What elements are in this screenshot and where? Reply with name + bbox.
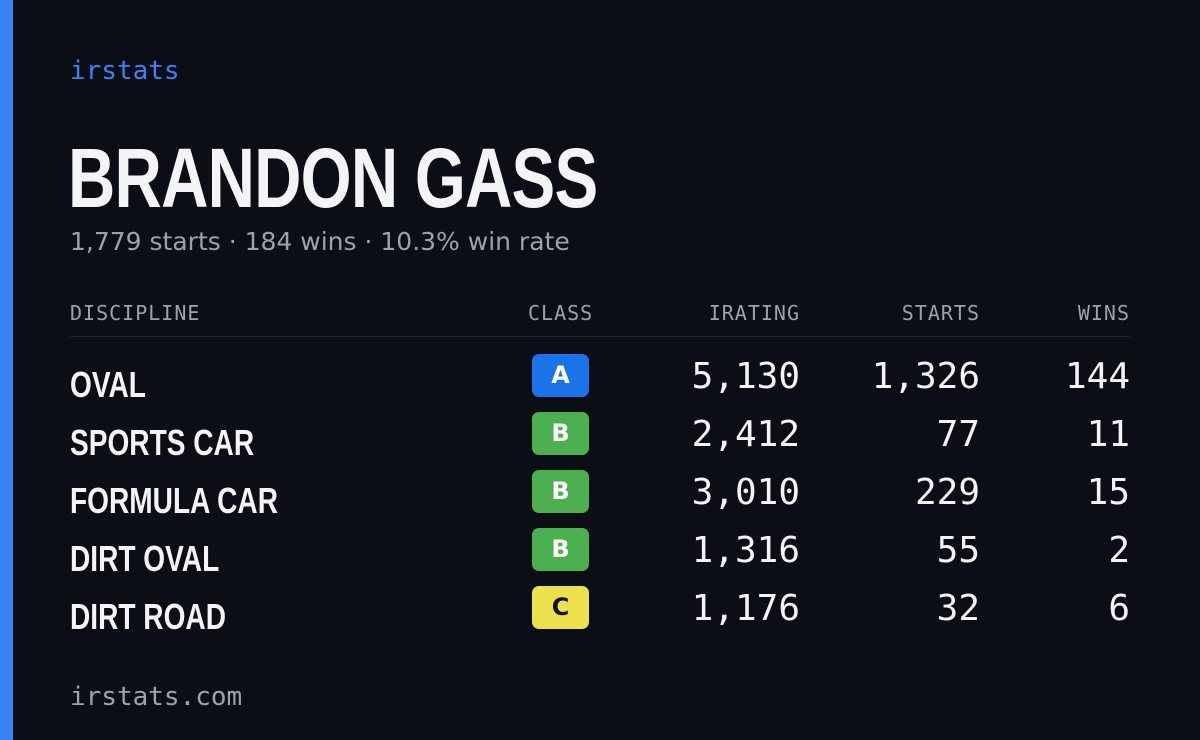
row-wins: 2 bbox=[1108, 530, 1130, 571]
class-badge: A bbox=[532, 354, 589, 397]
driver-summary: 1,779 starts · 184 wins · 10.3% win rate bbox=[70, 227, 570, 256]
row-irating: 1,176 bbox=[691, 588, 800, 629]
table-row: DIRT OVAL B 1,316 55 2 bbox=[0, 528, 1200, 586]
row-starts: 77 bbox=[936, 414, 980, 455]
row-wins: 144 bbox=[1064, 356, 1130, 397]
row-starts: 55 bbox=[936, 530, 980, 571]
brand-logo-text: irstats bbox=[70, 56, 180, 86]
table-row: FORMULA CAR B 3,010 229 15 bbox=[0, 470, 1200, 528]
row-starts: 32 bbox=[936, 588, 980, 629]
accent-bar bbox=[0, 0, 13, 740]
header-wins: WINS bbox=[1077, 301, 1130, 325]
class-badge: B bbox=[532, 470, 589, 513]
row-starts: 229 bbox=[914, 472, 980, 513]
header-starts: STARTS bbox=[901, 301, 980, 325]
row-discipline: OVAL bbox=[70, 364, 146, 405]
row-irating: 2,412 bbox=[691, 414, 800, 455]
table-row: SPORTS CAR B 2,412 77 11 bbox=[0, 412, 1200, 470]
header-divider bbox=[70, 336, 1130, 337]
row-irating: 1,316 bbox=[691, 530, 800, 571]
header-class: CLASS bbox=[528, 301, 594, 325]
row-wins: 15 bbox=[1086, 472, 1130, 513]
class-badge: B bbox=[532, 412, 589, 455]
header-irating: IRATING bbox=[708, 301, 800, 325]
class-badge: B bbox=[532, 528, 589, 571]
row-wins: 6 bbox=[1108, 588, 1130, 629]
class-badge: C bbox=[532, 586, 589, 629]
table-row: DIRT ROAD C 1,176 32 6 bbox=[0, 586, 1200, 644]
row-discipline: DIRT ROAD bbox=[70, 596, 226, 637]
row-wins: 11 bbox=[1086, 414, 1130, 455]
table-row: OVAL A 5,130 1,326 144 bbox=[0, 354, 1200, 412]
row-discipline: FORMULA CAR bbox=[70, 480, 278, 521]
driver-name: BRANDON GASS bbox=[68, 131, 598, 225]
footer-url: irstats.com bbox=[70, 682, 243, 712]
row-starts: 1,326 bbox=[871, 356, 980, 397]
row-discipline: DIRT OVAL bbox=[70, 538, 220, 579]
header-discipline: DISCIPLINE bbox=[70, 301, 201, 325]
row-irating: 3,010 bbox=[691, 472, 800, 513]
row-irating: 5,130 bbox=[691, 356, 800, 397]
row-discipline: SPORTS CAR bbox=[70, 422, 255, 463]
